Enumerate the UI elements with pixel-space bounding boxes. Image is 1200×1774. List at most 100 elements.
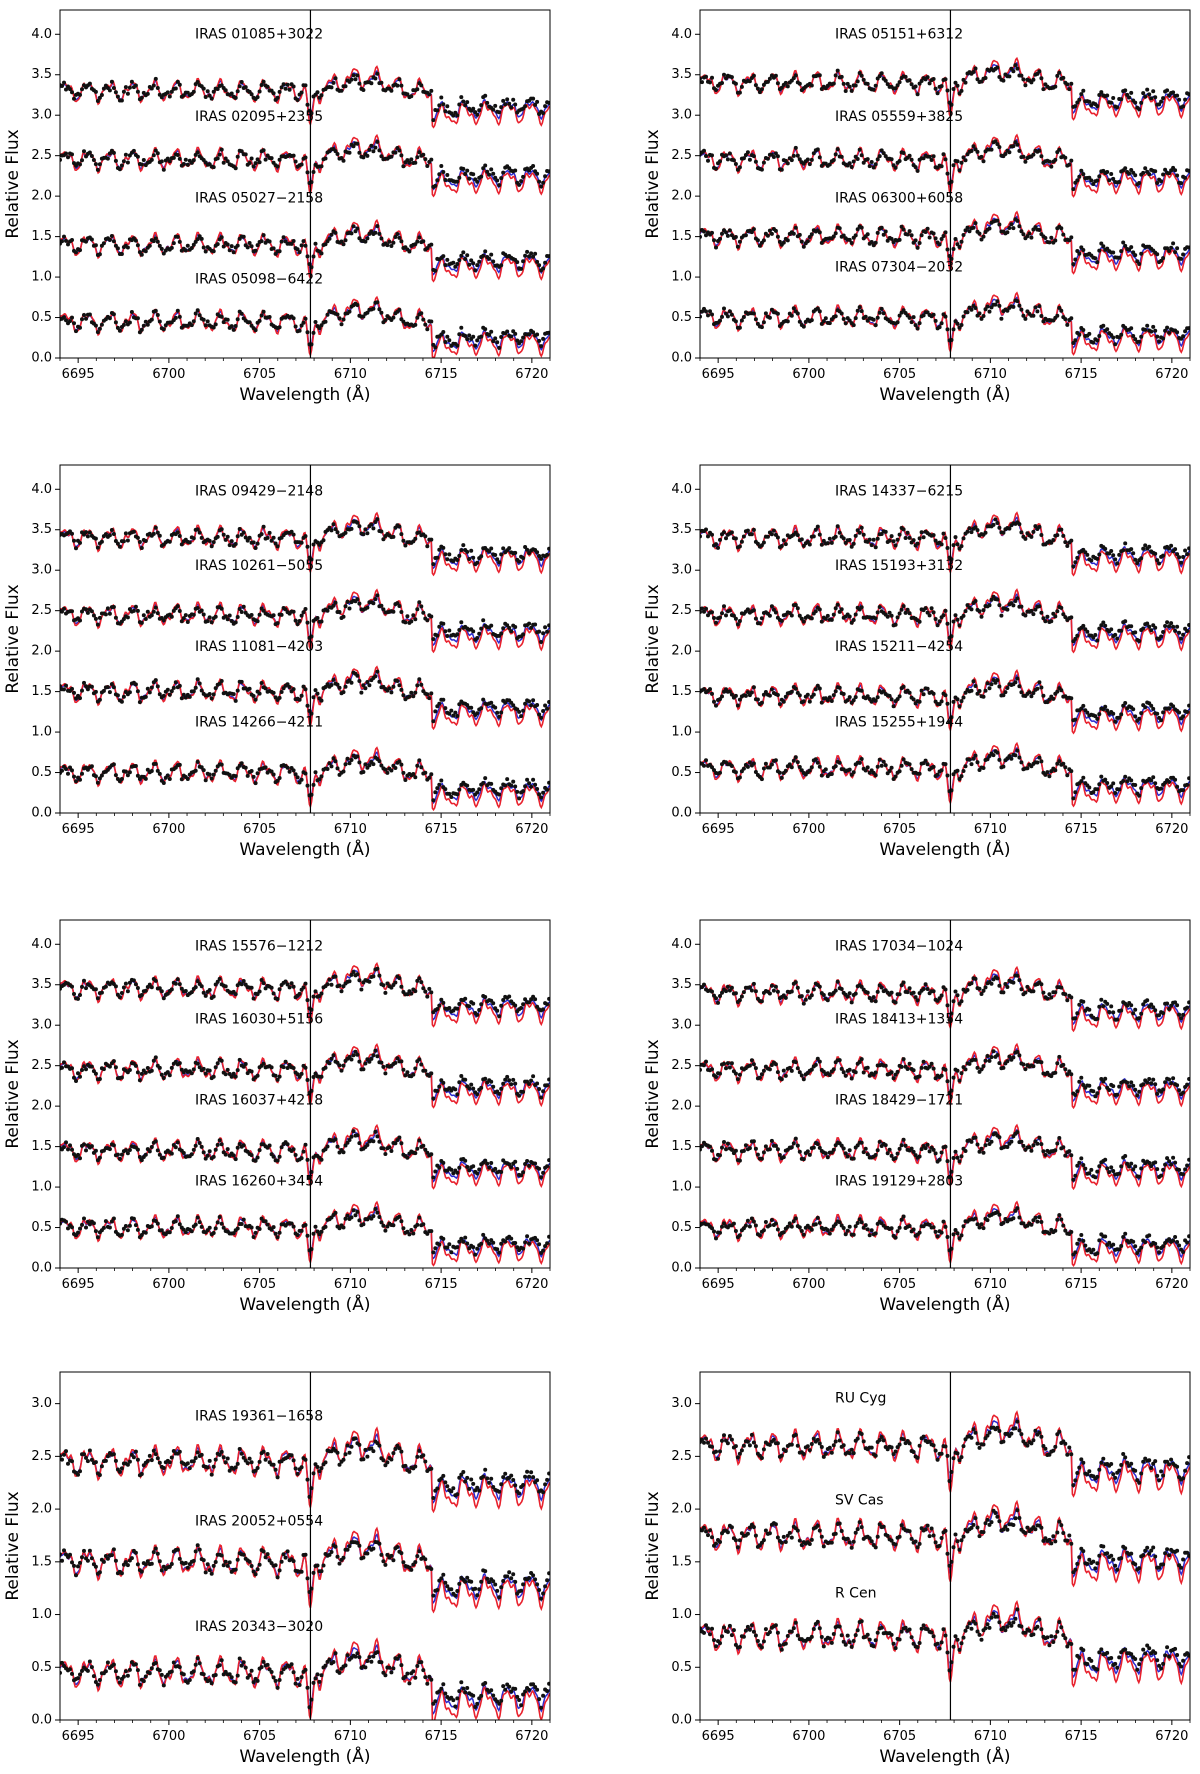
observed-point	[1023, 613, 1028, 618]
observed-point	[303, 1065, 308, 1070]
observed-point	[823, 767, 828, 772]
observed-point	[777, 770, 782, 775]
observed-point	[901, 527, 906, 532]
observed-point	[1181, 334, 1186, 339]
observed-point	[351, 144, 356, 149]
observed-point	[391, 609, 396, 614]
observed-point	[365, 1143, 370, 1147]
observed-point	[543, 104, 548, 109]
observed-point	[439, 778, 444, 783]
observed-point	[195, 80, 200, 84]
observed-point	[819, 321, 824, 326]
observed-point	[489, 700, 494, 705]
observed-point	[173, 981, 178, 986]
observed-point	[327, 761, 332, 766]
observed-point	[1097, 248, 1102, 253]
observed-point	[209, 96, 214, 101]
x-tick-label: 6710	[974, 822, 1007, 837]
observed-point	[547, 169, 550, 174]
observed-point	[837, 530, 842, 535]
observed-point	[712, 699, 716, 704]
observed-point	[135, 316, 140, 321]
observed-point	[497, 792, 502, 797]
observed-point	[529, 251, 534, 256]
x-tick-label: 6710	[974, 367, 1007, 382]
observed-point	[921, 313, 926, 318]
observed-point	[993, 517, 998, 522]
observed-point	[831, 81, 836, 86]
observed-point	[1015, 66, 1020, 71]
observed-point	[80, 87, 84, 92]
observed-point	[1055, 689, 1060, 694]
observed-point	[381, 983, 386, 988]
observed-point	[718, 236, 722, 241]
observed-point	[1103, 546, 1108, 551]
observed-point	[1055, 73, 1060, 78]
observed-point	[333, 600, 338, 605]
observed-point	[1063, 155, 1068, 160]
observed-point	[935, 91, 940, 96]
observed-point	[259, 83, 264, 87]
observed-point	[1037, 755, 1042, 760]
observed-point	[913, 165, 918, 170]
observed-point	[431, 1096, 436, 1101]
observed-point	[875, 610, 880, 615]
model-red-4	[700, 291, 1190, 356]
observed-point	[1081, 775, 1086, 780]
observed-point	[817, 607, 822, 612]
observed-point	[773, 151, 778, 156]
observed-point	[883, 78, 888, 83]
observed-point	[169, 987, 174, 992]
observed-point	[399, 610, 404, 614]
observed-point	[899, 763, 904, 768]
observed-point	[203, 1071, 208, 1076]
observed-point	[475, 263, 480, 268]
observed-point	[513, 625, 518, 629]
observed-point	[1177, 97, 1182, 102]
observed-point	[739, 84, 744, 89]
observed-point	[101, 241, 106, 246]
observed-point	[161, 618, 166, 623]
observed-point	[991, 522, 996, 527]
observed-point	[269, 538, 274, 543]
observed-point	[331, 1053, 336, 1058]
observed-point	[1147, 92, 1152, 97]
observed-point	[371, 601, 376, 606]
observed-point	[289, 981, 294, 986]
observed-point	[479, 626, 484, 631]
observed-point	[419, 1062, 424, 1067]
observed-point	[255, 1073, 260, 1078]
observed-point	[233, 1157, 238, 1162]
observed-point	[855, 227, 860, 232]
observed-point	[135, 608, 140, 613]
observed-point	[279, 690, 284, 694]
observed-point	[467, 1004, 472, 1009]
observed-point	[1021, 232, 1026, 237]
observed-point	[1155, 252, 1160, 257]
observed-point	[481, 166, 486, 171]
observed-point	[873, 616, 878, 621]
observed-point	[247, 320, 252, 325]
observed-point	[361, 88, 366, 92]
x-tick-label: 6715	[425, 822, 458, 837]
observed-point	[823, 316, 828, 321]
observed-point	[64, 1219, 68, 1224]
observed-point	[475, 790, 480, 795]
observed-point	[235, 688, 240, 693]
observed-point	[759, 616, 764, 621]
observed-point	[395, 232, 400, 236]
observed-point	[975, 691, 980, 696]
observed-point	[897, 80, 902, 85]
observed-point	[951, 699, 956, 704]
observed-point	[319, 323, 324, 328]
observed-point	[897, 532, 902, 537]
observed-point	[123, 85, 128, 90]
observed-point	[1123, 243, 1128, 248]
observed-point	[121, 985, 126, 990]
observed-point	[933, 86, 938, 91]
observed-point	[385, 243, 390, 248]
observed-point	[1111, 176, 1116, 181]
observed-point	[261, 981, 266, 986]
observed-point	[837, 226, 842, 231]
observed-point	[153, 1139, 158, 1144]
